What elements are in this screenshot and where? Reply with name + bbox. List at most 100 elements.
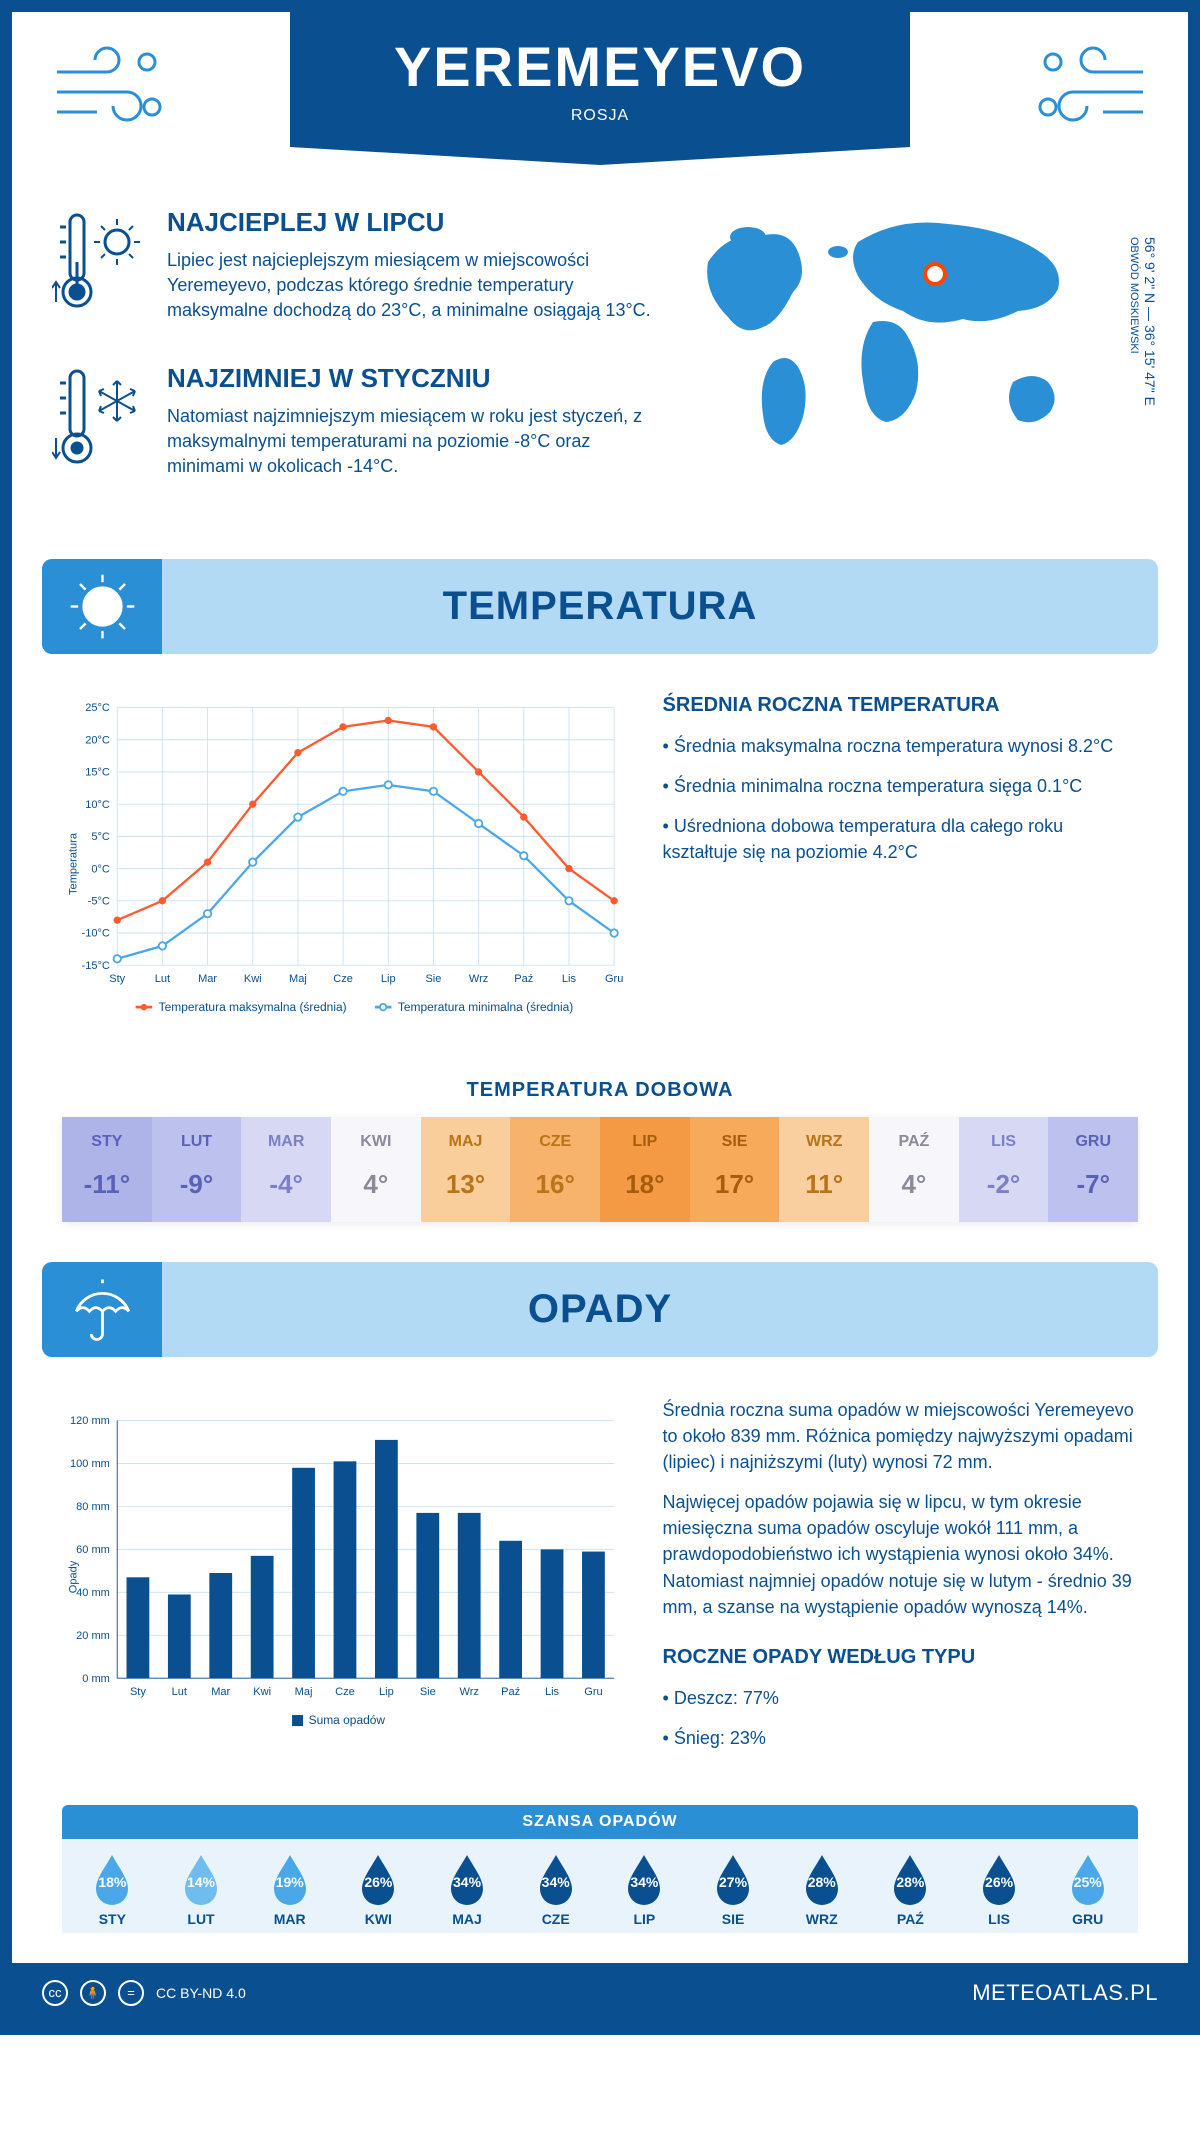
precipitation-bar-chart: 0 mm20 mm40 mm60 mm80 mm100 mm120 mmOpad… (62, 1397, 633, 1765)
umbrella-icon (42, 1262, 162, 1357)
raindrop-icon: 28% (801, 1853, 843, 1905)
svg-text:Kwi: Kwi (244, 973, 262, 985)
raindrop-icon: 27% (712, 1853, 754, 1905)
svg-text:120 mm: 120 mm (70, 1415, 110, 1427)
license-label: CC BY-ND 4.0 (156, 1985, 246, 2001)
warmest-title: NAJCIEPLEJ W LIPCU (167, 207, 658, 238)
svg-text:Sty: Sty (109, 973, 125, 985)
location-marker-icon (923, 262, 947, 286)
precip-chance-panel: SZANSA OPADÓW 18% STY 14% LUT 19% MAR 26… (62, 1805, 1138, 1933)
svg-text:Wrz: Wrz (460, 1686, 479, 1698)
precip-chance-heading: SZANSA OPADÓW (62, 1805, 1138, 1839)
svg-text:Sty: Sty (130, 1686, 146, 1698)
daily-temp-heading: TEMPERATURA DOBOWA (12, 1079, 1188, 1102)
temp-summary-item: Uśredniona dobowa temperatura dla całego… (663, 813, 1138, 865)
daily-temp-cell: LUT-9° (152, 1117, 242, 1222)
nd-icon: = (118, 1980, 144, 2006)
raindrop-icon: 25% (1067, 1853, 1109, 1905)
svg-text:Sie: Sie (425, 973, 441, 985)
coldest-text: Natomiast najzimniejszym miesiącem w rok… (167, 404, 658, 480)
daily-temp-cell: LIS-2° (959, 1117, 1049, 1222)
svg-text:Kwi: Kwi (253, 1686, 271, 1698)
raindrop-icon: 18% (91, 1853, 133, 1905)
svg-text:40 mm: 40 mm (76, 1587, 110, 1599)
raindrop-icon: 28% (889, 1853, 931, 1905)
raindrop-icon: 34% (535, 1853, 577, 1905)
svg-text:Lip: Lip (381, 973, 396, 985)
daily-temp-cell: MAR-4° (241, 1117, 331, 1222)
svg-text:15°C: 15°C (85, 767, 110, 779)
coldest-block: NAJZIMNIEJ W STYCZNIU Natomiast najzimni… (52, 363, 658, 489)
precip-p2: Najwięcej opadów pojawia się w lipcu, w … (663, 1489, 1138, 1619)
svg-text:Wrz: Wrz (469, 973, 488, 985)
raindrop-icon: 26% (357, 1853, 399, 1905)
svg-text:-5°C: -5°C (88, 895, 110, 907)
thermometer-snow-icon (52, 363, 147, 489)
world-map (678, 207, 1098, 457)
temperature-section-banner: TEMPERATURA (42, 559, 1158, 654)
header: YEREMEYEVO ROSJA (12, 12, 1188, 167)
raindrop-icon: 19% (269, 1853, 311, 1905)
temperature-line-chart: -15°C-10°C-5°C0°C5°C10°C15°C20°C25°CStyL… (62, 694, 633, 1039)
precip-chance-cell: 34% LIP (600, 1853, 689, 1927)
raindrop-icon: 34% (623, 1853, 665, 1905)
svg-text:Maj: Maj (295, 1686, 313, 1698)
precip-type-item: Deszcz: 77% (663, 1685, 1138, 1711)
svg-text:-10°C: -10°C (82, 928, 110, 940)
precip-chance-cell: 19% MAR (245, 1853, 334, 1927)
svg-text:Suma opadów: Suma opadów (309, 1713, 386, 1727)
daily-temp-cell: WRZ11° (779, 1117, 869, 1222)
thermometer-sun-icon (52, 207, 147, 333)
coldest-title: NAJZIMNIEJ W STYCZNIU (167, 363, 658, 394)
temp-summary-item: Średnia maksymalna roczna temperatura wy… (663, 733, 1138, 759)
svg-text:-15°C: -15°C (82, 960, 110, 972)
intro-section: NAJCIEPLEJ W LIPCU Lipiec jest najcieple… (12, 167, 1188, 549)
svg-text:0 mm: 0 mm (82, 1673, 110, 1685)
daily-temp-cell: PAŹ4° (869, 1117, 959, 1222)
title-banner: YEREMEYEVO ROSJA (290, 12, 910, 147)
svg-text:20°C: 20°C (85, 734, 110, 746)
precip-chance-cell: 18% STY (68, 1853, 157, 1927)
precipitation-summary: Średnia roczna suma opadów w miejscowośc… (663, 1397, 1138, 1765)
country-name: ROSJA (290, 107, 910, 125)
temp-summary-item: Średnia minimalna roczna temperatura się… (663, 773, 1138, 799)
precip-chance-cell: 25% GRU (1043, 1853, 1132, 1927)
precip-chance-cell: 27% SIE (689, 1853, 778, 1927)
precipitation-title: OPADY (528, 1287, 672, 1332)
site-label: METEOATLAS.PL (972, 1980, 1158, 2006)
sun-icon (42, 559, 162, 654)
daily-temp-cell: MAJ13° (421, 1117, 511, 1222)
precipitation-section-banner: OPADY (42, 1262, 1158, 1357)
daily-temp-cell: CZE16° (510, 1117, 600, 1222)
precip-type-heading: ROCZNE OPADY WEDŁUG TYPU (663, 1646, 1138, 1669)
city-name: YEREMEYEVO (290, 34, 910, 99)
cc-icon: cc (42, 1980, 68, 2006)
raindrop-icon: 14% (180, 1853, 222, 1905)
raindrop-icon: 26% (978, 1853, 1020, 1905)
svg-text:Cze: Cze (335, 1686, 355, 1698)
svg-text:0°C: 0°C (91, 863, 110, 875)
daily-temp-cell: STY-11° (62, 1117, 152, 1222)
temperature-title: TEMPERATURA (443, 584, 758, 629)
svg-text:Paź: Paź (501, 1686, 520, 1698)
precip-chance-cell: 34% MAJ (423, 1853, 512, 1927)
svg-text:Lis: Lis (562, 973, 577, 985)
svg-text:Gru: Gru (584, 1686, 602, 1698)
svg-text:Temperatura minimalna (średnia: Temperatura minimalna (średnia) (398, 1000, 573, 1014)
svg-text:Opady: Opady (68, 1560, 80, 1593)
precip-chance-cell: 34% CZE (511, 1853, 600, 1927)
svg-text:10°C: 10°C (85, 799, 110, 811)
precip-p1: Średnia roczna suma opadów w miejscowośc… (663, 1397, 1138, 1475)
svg-text:20 mm: 20 mm (76, 1630, 110, 1642)
svg-text:80 mm: 80 mm (76, 1501, 110, 1513)
precip-chance-cell: 26% KWI (334, 1853, 423, 1927)
footer: cc 🧍 = CC BY-ND 4.0 METEOATLAS.PL (12, 1963, 1188, 2023)
wind-icon-right (1028, 42, 1148, 148)
svg-text:Temperatura maksymalna (średni: Temperatura maksymalna (średnia) (159, 1000, 347, 1014)
precip-chance-cell: 28% PAŹ (866, 1853, 955, 1927)
svg-text:Mar: Mar (211, 1686, 230, 1698)
daily-temp-cell: GRU-7° (1048, 1117, 1138, 1222)
precip-chance-cell: 14% LUT (157, 1853, 246, 1927)
svg-text:60 mm: 60 mm (76, 1544, 110, 1556)
svg-text:Gru: Gru (605, 973, 623, 985)
